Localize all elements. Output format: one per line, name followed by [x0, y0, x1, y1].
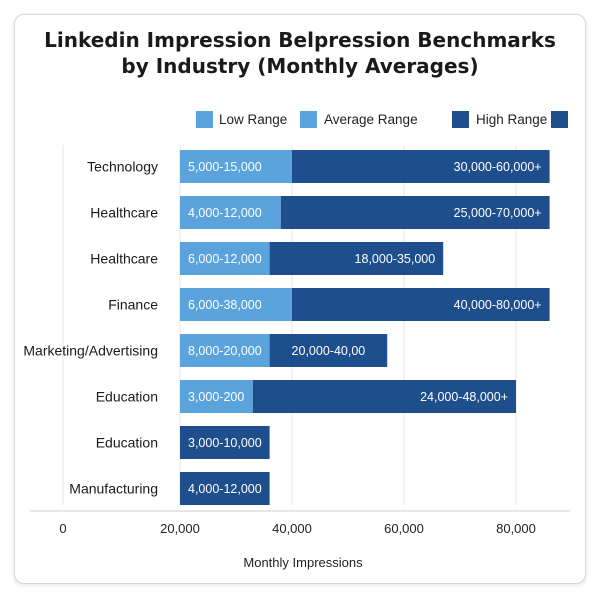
bar-label-0-1: 30,000-60,000+: [454, 160, 542, 174]
bar-label-5-0: 3,000-200: [188, 390, 244, 404]
x-tick-label-4: 80,000: [496, 521, 536, 536]
x-tick-label-2: 40,000: [272, 521, 312, 536]
bar-1-segment-1: [280, 196, 550, 229]
bar-label-6-0: 3,000-10,000: [188, 436, 262, 450]
x-axis-title: Monthly Impressions: [243, 555, 363, 570]
bar-label-2-1: 18,000-35,000: [355, 252, 436, 266]
bar-label-4-1: 20,000-40,00: [292, 344, 366, 358]
bar-label-4-0: 8,000-20,000: [188, 344, 262, 358]
category-label-3: Finance: [108, 297, 158, 313]
x-tick-label-0: 0: [59, 521, 66, 536]
bar-2-segment-1: [269, 242, 444, 275]
bar-2-segment-0: [180, 242, 270, 275]
bar-0-segment-0: [180, 150, 292, 183]
bar-label-1-0: 4,000-12,000: [188, 206, 262, 220]
category-label-7: Manufacturing: [69, 481, 158, 497]
bar-label-5-1: 24,000-48,000+: [420, 390, 508, 404]
category-label-2: Healthcare: [90, 251, 158, 267]
bar-label-7-0: 4,000-12,000: [188, 482, 262, 496]
legend-swatch-1: [300, 111, 317, 128]
bar-label-2-0: 6,000-12,000: [188, 252, 262, 266]
bar-0-segment-1: [292, 150, 550, 183]
category-label-5: Education: [96, 389, 158, 405]
bar-4-segment-0: [180, 334, 270, 367]
legend-swatch-trailing: [551, 111, 568, 128]
bar-3-segment-0: [180, 288, 292, 321]
bar-label-3-0: 6,000-38,000: [188, 298, 262, 312]
bar-6-segment-0: [180, 426, 270, 459]
bar-label-0-0: 5,000-15,000: [188, 160, 262, 174]
x-tick-label-1: 20,000: [160, 521, 200, 536]
legend-swatch-2: [452, 111, 469, 128]
legend-label-0: Low Range: [219, 112, 287, 127]
chart-title-line-2: by Industry (Monthly Averages): [121, 54, 479, 78]
bar-5-segment-1: [252, 380, 517, 413]
category-label-4: Marketing/Advertising: [23, 343, 158, 359]
category-label-6: Education: [96, 435, 158, 451]
bar-label-3-1: 40,000-80,000+: [454, 298, 542, 312]
chart-title-line-1: Linkedin Impression Belpression Benchmar…: [44, 28, 556, 52]
bar-3-segment-1: [292, 288, 550, 321]
legend-label-1: Average Range: [324, 112, 418, 127]
category-label-0: Technology: [87, 159, 158, 175]
bar-7-segment-0: [180, 472, 270, 505]
x-tick-label-3: 60,000: [384, 521, 424, 536]
legend-swatch-0: [196, 111, 213, 128]
bar-5-segment-0: [180, 380, 253, 413]
legend-label-2: High Range: [476, 112, 547, 127]
category-label-1: Healthcare: [90, 205, 158, 221]
bar-1-segment-0: [180, 196, 281, 229]
bar-4-segment-1: [269, 334, 388, 367]
bar-label-1-1: 25,000-70,000+: [454, 206, 542, 220]
